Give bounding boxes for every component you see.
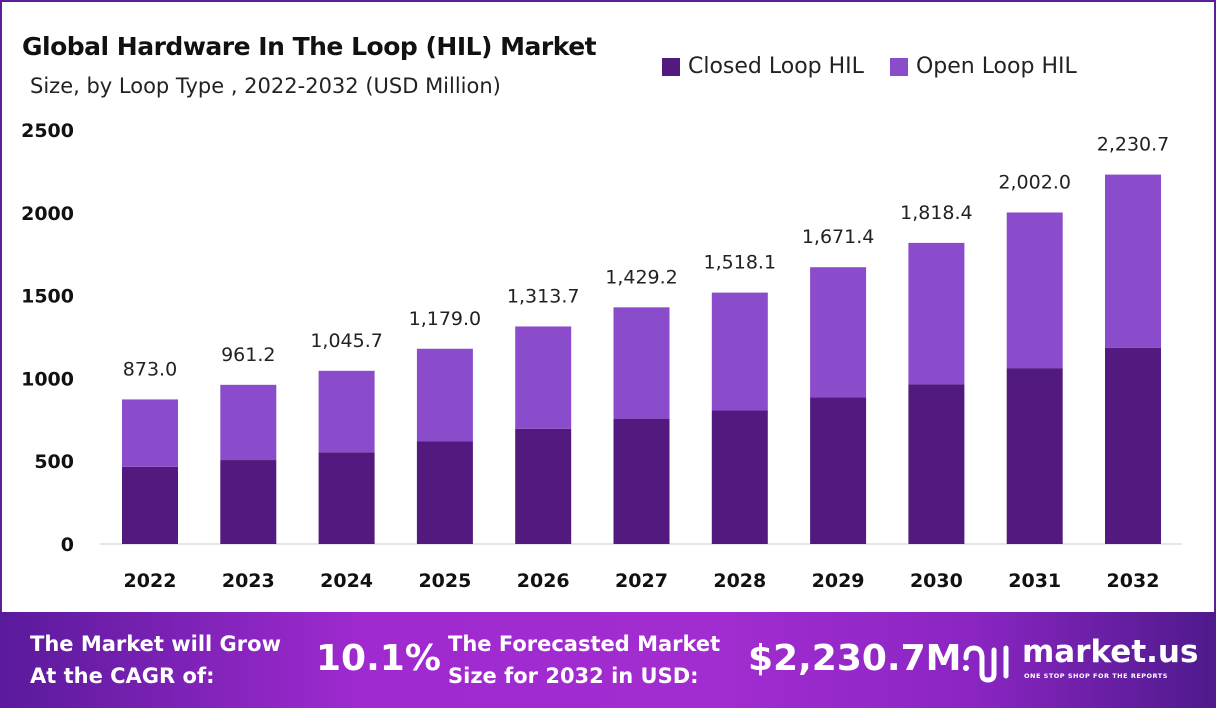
data-label-total: 873.0 <box>123 358 177 380</box>
x-tick-label: 2025 <box>418 570 471 592</box>
bar-closed-2030 <box>908 384 965 544</box>
bar-open-2026 <box>515 326 572 429</box>
bar-open-2025 <box>416 348 473 442</box>
x-tick-label: 2023 <box>222 570 275 592</box>
bar-chart: 0 500 1000 1500 2000 2500 873.0 2022 961.2 2023 1,… <box>21 120 1182 592</box>
market-us-logo-icon <box>963 645 1009 683</box>
bar-open-2024 <box>318 370 375 453</box>
x-tick-label: 2029 <box>812 570 865 592</box>
legend-label-open: Open Loop HIL <box>915 54 1077 79</box>
data-label-total: 2,002.0 <box>998 171 1071 193</box>
forecast-value: $2,230.7M <box>748 638 962 679</box>
bar-closed-2027 <box>613 418 670 544</box>
x-tick-label: 2022 <box>124 570 177 592</box>
forecast-label-line2: Size for 2032 in USD: <box>448 664 699 688</box>
data-label-total: 1,429.2 <box>605 266 678 288</box>
forecast-label-line1: The Forecasted Market <box>448 632 721 656</box>
data-label-total: 2,230.7 <box>1097 134 1170 156</box>
x-tick-label: 2028 <box>713 570 766 592</box>
bar-open-2029 <box>810 267 867 398</box>
bar-closed-2022 <box>122 466 178 544</box>
data-label-total: 1,179.0 <box>409 308 482 330</box>
chart-subtitle: Size, by Loop Type , 2022-2032 (USD Mill… <box>30 74 501 98</box>
x-tick-label: 2031 <box>1008 570 1061 592</box>
bar-closed-2031 <box>1006 368 1063 544</box>
bar-open-2032 <box>1105 174 1161 348</box>
data-label-total: 1,518.1 <box>704 252 777 274</box>
bar-open-2031 <box>1006 212 1063 369</box>
x-tick-label: 2027 <box>615 570 668 592</box>
y-tick-label: 2000 <box>21 203 74 225</box>
bar-closed-2028 <box>711 410 768 544</box>
x-tick-label: 2030 <box>910 570 963 592</box>
bar-closed-2024 <box>318 452 375 544</box>
bar-closed-2029 <box>810 397 867 544</box>
y-tick-label: 1500 <box>21 286 74 308</box>
data-label-total: 1,045.7 <box>310 330 383 352</box>
legend-swatch-closed <box>662 57 680 76</box>
y-tick-label: 2500 <box>21 120 74 142</box>
logo-tagline: ONE STOP SHOP FOR THE REPORTS <box>1024 672 1168 680</box>
bar-open-2022 <box>122 399 178 467</box>
cagr-label-line2: At the CAGR of: <box>30 664 215 688</box>
data-label-total: 1,818.4 <box>900 202 973 224</box>
legend-label-closed: Closed Loop HIL <box>688 54 864 79</box>
data-label-total: 1,313.7 <box>507 285 580 307</box>
data-label-total: 961.2 <box>221 344 275 366</box>
logo-text: market.us <box>1022 634 1199 670</box>
bar-closed-2023 <box>220 460 277 544</box>
bar-open-2030 <box>908 242 965 385</box>
bar-closed-2025 <box>416 441 473 544</box>
bar-open-2028 <box>711 292 768 411</box>
bar-closed-2026 <box>515 428 572 544</box>
frame-border <box>0 0 1216 612</box>
summary-banner: The Market will Grow At the CAGR of: 10.… <box>0 612 1216 708</box>
y-tick-label: 500 <box>34 451 74 473</box>
y-tick-label: 0 <box>61 534 74 556</box>
x-tick-label: 2026 <box>517 570 570 592</box>
y-tick-label: 1000 <box>21 368 74 390</box>
x-tick-label: 2024 <box>320 570 373 592</box>
legend-swatch-open <box>889 57 908 76</box>
bar-open-2023 <box>220 384 277 461</box>
x-tick-label: 2032 <box>1107 570 1160 592</box>
bar-closed-2032 <box>1105 347 1161 544</box>
chart-title: Global Hardware In The Loop (HIL) Market <box>22 32 597 61</box>
bar-open-2027 <box>613 307 670 419</box>
data-label-total: 1,671.4 <box>802 226 875 248</box>
cagr-value: 10.1% <box>316 638 441 679</box>
legend-item-open: Open Loop HIL <box>889 54 1077 79</box>
cagr-label-line1: The Market will Grow <box>30 632 281 656</box>
legend-item-closed: Closed Loop HIL <box>662 54 864 79</box>
legend: Closed Loop HIL Open Loop HIL <box>662 54 1077 79</box>
